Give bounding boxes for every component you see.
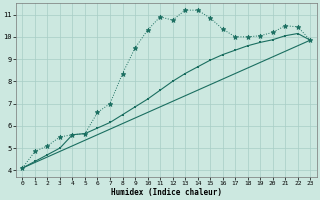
X-axis label: Humidex (Indice chaleur): Humidex (Indice chaleur) [111, 188, 222, 197]
